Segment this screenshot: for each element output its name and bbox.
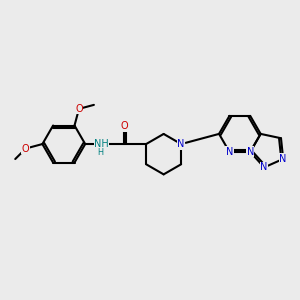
Text: N: N [260, 162, 268, 172]
Text: O: O [120, 121, 128, 131]
Text: O: O [75, 104, 83, 114]
Text: N: N [280, 154, 287, 164]
Text: N: N [178, 139, 185, 149]
Text: H: H [97, 148, 103, 157]
Text: N: N [247, 147, 254, 157]
Text: N: N [226, 147, 233, 157]
Text: O: O [22, 143, 30, 154]
Text: NH: NH [94, 139, 109, 149]
